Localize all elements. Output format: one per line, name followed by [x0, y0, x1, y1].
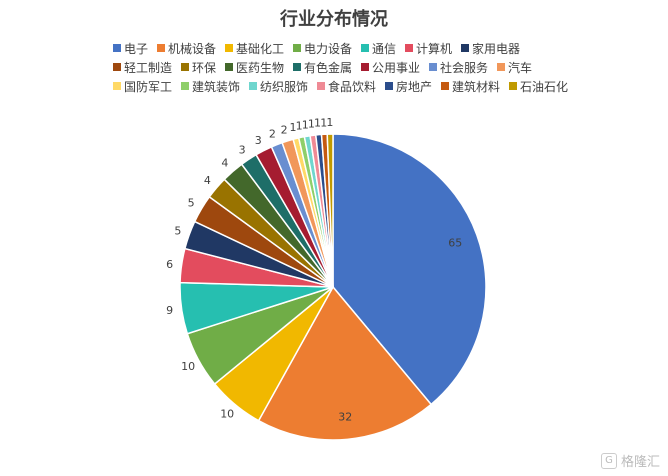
legend-label: 电子 — [124, 42, 148, 56]
legend-swatch — [181, 63, 189, 71]
legend-label: 计算机 — [416, 41, 452, 56]
data-label: 10 — [220, 408, 234, 421]
legend-label: 国防军工 — [124, 79, 172, 94]
watermark: G 格隆汇 — [600, 451, 660, 470]
pie-slice — [257, 285, 433, 441]
legend-swatch — [405, 44, 413, 52]
legend-label: 公用事业 — [372, 61, 420, 75]
data-label: 9 — [166, 304, 173, 317]
legend-label: 有色金属 — [304, 60, 352, 75]
data-label: 2 — [269, 128, 276, 141]
data-label: 1 — [302, 118, 309, 131]
data-label: 4 — [221, 156, 228, 169]
legend-label: 家用电器 — [472, 41, 520, 56]
legend-label: 房地产 — [396, 79, 432, 94]
legend-swatch — [429, 63, 437, 71]
legend-label: 社会服务 — [440, 60, 488, 75]
data-label: 1 — [290, 121, 297, 134]
legend-swatch — [293, 44, 301, 52]
legend-swatch — [441, 82, 449, 90]
legend-swatch — [113, 82, 121, 90]
data-label: 4 — [204, 174, 211, 187]
data-label: 1 — [296, 120, 303, 133]
chart-title: 行业分布情况 — [279, 8, 388, 30]
data-label: 6 — [166, 258, 173, 271]
legend-swatch — [509, 82, 517, 90]
watermark-text: 格隆汇 — [620, 455, 660, 470]
legend-swatch — [157, 44, 165, 52]
pie-slice — [326, 133, 334, 288]
legend-label: 食品饮料 — [328, 79, 376, 94]
legend-swatch — [361, 63, 369, 71]
data-label: 2 — [281, 123, 288, 136]
data-label: 3 — [255, 134, 262, 147]
data-label: 5 — [174, 225, 181, 238]
legend-swatch — [225, 44, 233, 52]
legend-label: 通信 — [372, 42, 396, 56]
legend-swatch — [293, 63, 301, 71]
pie-slices — [179, 133, 487, 441]
legend-swatch — [361, 44, 369, 52]
legend-swatch — [181, 82, 189, 90]
data-label: 5 — [188, 197, 195, 210]
legend-swatch — [461, 44, 469, 52]
legend-label: 环保 — [192, 61, 216, 75]
legend-label: 建筑装饰 — [192, 79, 240, 94]
legend-label: 建筑材料 — [452, 79, 500, 94]
legend-swatch — [385, 82, 393, 90]
data-label: 1 — [308, 117, 315, 130]
legend-swatch — [317, 82, 325, 90]
legend-label: 机械设备 — [168, 41, 216, 56]
legend-label: 轻工制造 — [124, 61, 172, 75]
legend-swatch — [225, 63, 233, 71]
legend-label: 基础化工 — [236, 42, 284, 56]
legend-label: 汽车 — [508, 60, 532, 75]
data-label: 65 — [448, 237, 462, 250]
data-label: 1 — [326, 116, 333, 129]
pie-slice — [332, 133, 487, 406]
legend-label: 电力设备 — [304, 42, 352, 56]
data-label: 1 — [320, 116, 327, 129]
data-label: 10 — [181, 360, 195, 373]
legend-swatch — [113, 44, 121, 52]
legend-swatch — [113, 63, 121, 71]
legend-swatch — [497, 63, 505, 71]
data-label: 3 — [239, 143, 246, 156]
legend-label: 石油石化 — [520, 80, 568, 94]
legend-label: 纺织服饰 — [260, 80, 308, 94]
data-label: 1 — [314, 117, 321, 130]
data-label: 32 — [338, 410, 352, 423]
g-logo-icon: G — [600, 452, 617, 469]
legend-swatch — [249, 82, 257, 90]
legend-label: 医药生物 — [236, 61, 284, 75]
